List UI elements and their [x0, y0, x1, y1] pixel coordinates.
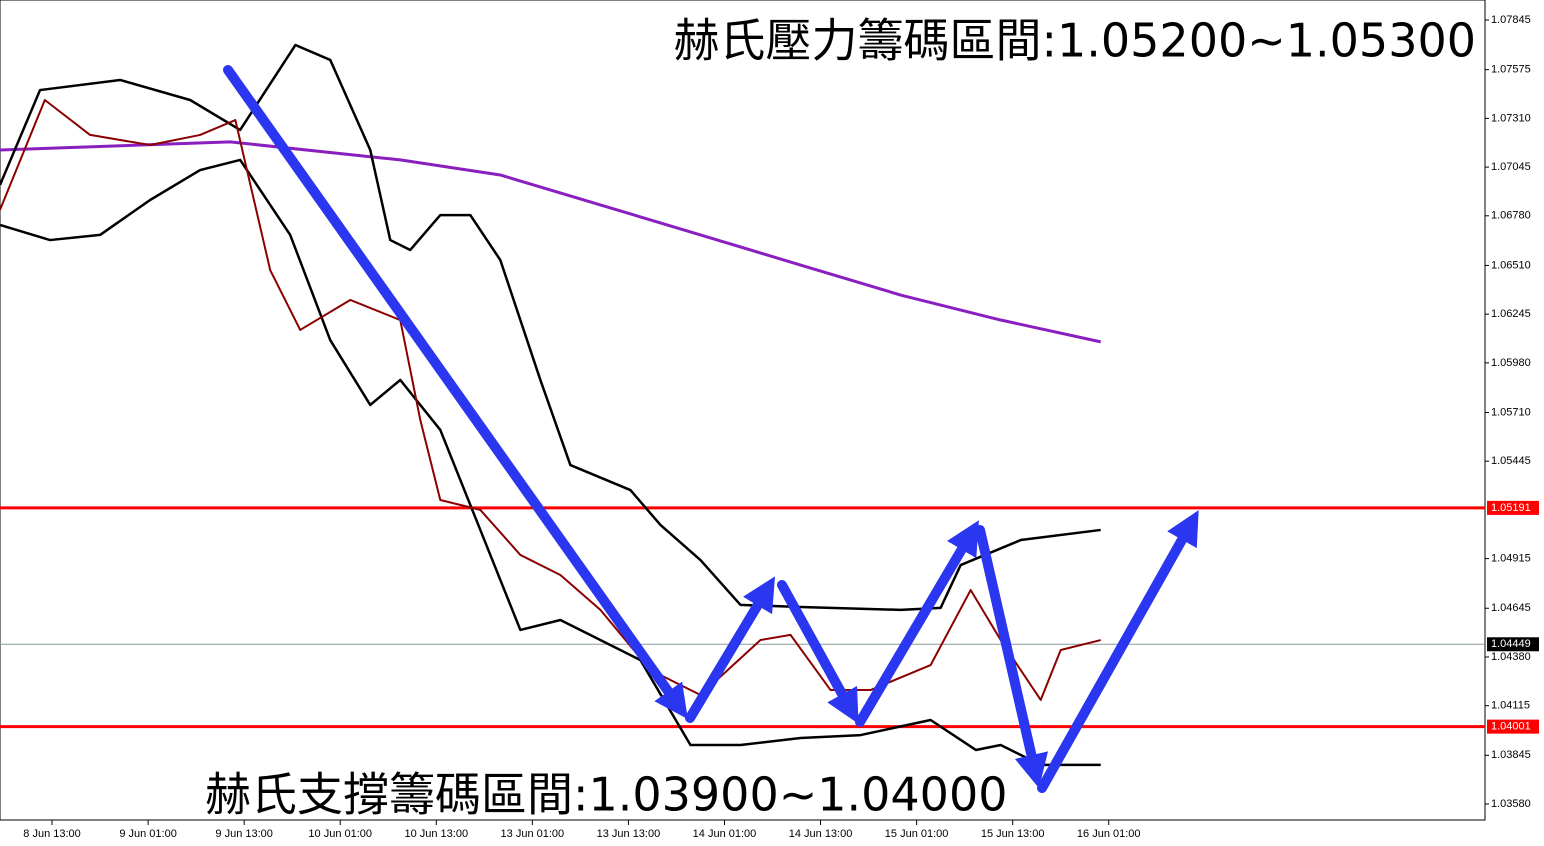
y-tick-label: 1.05445	[1491, 455, 1531, 467]
arrow	[975, 525, 1049, 789]
x-tick-label: 15 Jun 01:00	[885, 828, 949, 840]
price-tag	[1487, 637, 1539, 652]
y-tick-label: 1.05980	[1491, 357, 1531, 369]
y-tick-label: 1.04115	[1491, 700, 1530, 712]
y-tick-label: 1.04645	[1491, 602, 1531, 614]
x-tick-label: 14 Jun 13:00	[789, 828, 853, 840]
price-tag-label: 1.04001	[1491, 721, 1531, 733]
plot-area	[0, 0, 1486, 821]
y-tick-label: 1.06780	[1491, 210, 1531, 222]
price-tag	[1487, 719, 1539, 734]
x-tick-label: 13 Jun 01:00	[501, 828, 565, 840]
y-tick-label: 1.06245	[1491, 308, 1531, 320]
x-tick-label: 9 Jun 13:00	[215, 828, 273, 840]
price-tag	[1487, 500, 1539, 515]
y-tick-label: 1.07045	[1491, 161, 1531, 173]
x-tick-label: 15 Jun 13:00	[981, 828, 1045, 840]
x-tick-label: 14 Jun 01:00	[693, 828, 757, 840]
marks	[0, 43, 1485, 767]
resistance-note: 赫氏壓力籌碼區間:1.05200~1.05300	[674, 14, 1476, 68]
x-tick-label: 8 Jun 13:00	[23, 828, 81, 840]
price-tag-label: 1.04449	[1491, 638, 1531, 650]
x-tick-label: 10 Jun 13:00	[404, 828, 468, 840]
x-tick-label: 10 Jun 01:00	[308, 828, 372, 840]
price-tag-label: 1.05191	[1491, 502, 1531, 514]
arrow	[223, 65, 688, 720]
y-tick-label: 1.07575	[1491, 64, 1531, 76]
arrow	[855, 520, 979, 727]
arrow	[685, 576, 775, 723]
x-tick-label: 9 Jun 01:00	[119, 828, 177, 840]
y-tick-label: 1.03845	[1491, 749, 1531, 761]
y-tick-label: 1.04380	[1491, 651, 1531, 663]
y-tick-label: 1.04915	[1491, 553, 1531, 565]
y-tick-label: 1.07845	[1491, 14, 1531, 26]
x-tick-label: 13 Jun 13:00	[597, 828, 661, 840]
y-tick-label: 1.06510	[1491, 259, 1531, 271]
series-line	[0, 140, 1102, 344]
y-tick-label: 1.07310	[1491, 112, 1531, 124]
trend-arrows	[223, 65, 1199, 793]
x-tick-label: 16 Jun 01:00	[1077, 828, 1141, 840]
arrow	[1037, 510, 1199, 793]
series-line	[0, 43, 1101, 612]
series-line	[0, 98, 1101, 701]
support-note: 赫氏支撐籌碼區間:1.03900~1.04000	[205, 768, 1007, 822]
arrow	[777, 580, 859, 724]
y-tick-label: 1.03580	[1491, 798, 1531, 810]
y-tick-label: 1.05710	[1491, 406, 1531, 418]
series-line	[0, 158, 1101, 767]
